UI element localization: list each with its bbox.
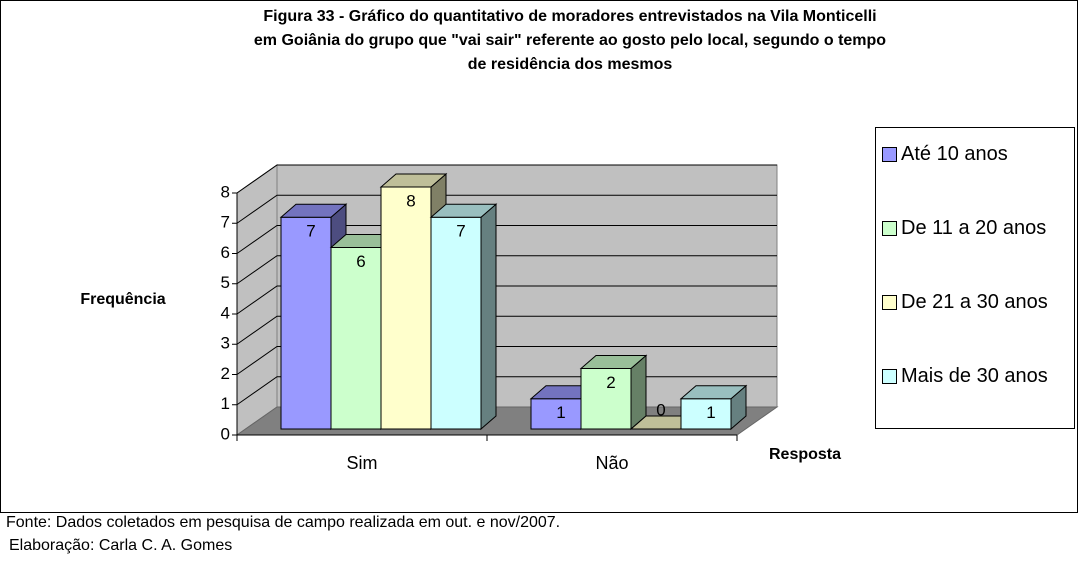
y-tick-label: 2 [221,364,230,383]
bar-top [579,355,648,369]
legend-swatch [882,369,897,384]
legend-entry: De 11 a 20 anos [882,214,1072,242]
bar-top [679,385,748,400]
footer-credit: Elaboração: Carla C. A. Gomes [9,537,233,554]
data-label: 6 [356,252,365,271]
legend-label: Até 10 anos [901,143,1008,165]
data-label: 2 [606,373,615,392]
grid-line [236,285,777,315]
x-tick-label: Sim [347,453,378,473]
bar-side [480,203,497,431]
legend-label: De 11 a 20 anos [901,217,1047,239]
legend-entry: Até 10 anos [882,140,1072,168]
y-axis-label: Frequência [80,291,165,308]
bar-front [430,216,482,430]
y-tick-label: 1 [221,394,230,413]
footer-source: Fonte: Dados coletados em pesquisa de ca… [6,514,561,531]
bar-top [279,203,348,218]
grid-line [236,346,777,375]
y-tick-label: 6 [221,243,230,262]
x-axis-label: Resposta [769,446,841,463]
bar [679,384,748,431]
grid-line [236,164,777,194]
data-label: 1 [706,403,715,422]
data-label: 7 [456,222,465,241]
legend-swatch [882,295,897,310]
data-label: 0 [656,400,665,419]
legend-entry: De 21 a 30 anos [882,288,1072,316]
chart-title: em Goiânia do grupo que "vai sair" refer… [254,32,886,49]
bar-front [280,216,332,430]
y-tick-label: 7 [221,213,230,232]
legend: Até 10 anos De 11 a 20 anos De 21 a 30 ano… [875,127,1075,429]
grid-line [236,194,777,224]
legend-label: De 21 a 30 anos [901,291,1048,313]
data-label: 8 [406,191,415,210]
y-tick-label: 5 [221,273,230,292]
bar-front [330,247,382,430]
bar [579,354,648,431]
grid-line [236,225,777,254]
legend-swatch [882,221,897,236]
y-tick-label: 0 [221,424,230,443]
legend-entry: Mais de 30 anos [882,362,1072,390]
x-tick-label: Não [595,453,628,473]
data-label: 1 [556,403,565,422]
y-tick-label: 3 [221,334,230,353]
chart-title: Figura 33 - Gráfico do quantitativo de m… [263,8,876,25]
grid-line [236,315,777,345]
y-tick-label: 8 [221,182,230,201]
bar [429,203,498,431]
data-label: 7 [306,222,315,241]
legend-swatch [882,147,897,162]
bar-front [380,186,432,430]
y-tick-label: 4 [221,303,230,322]
bar-top [429,203,498,218]
chart-title: de residência dos mesmos [468,56,673,73]
bar-top [379,173,448,188]
legend-label: Mais de 30 anos [901,365,1048,387]
grid-line [236,255,777,285]
